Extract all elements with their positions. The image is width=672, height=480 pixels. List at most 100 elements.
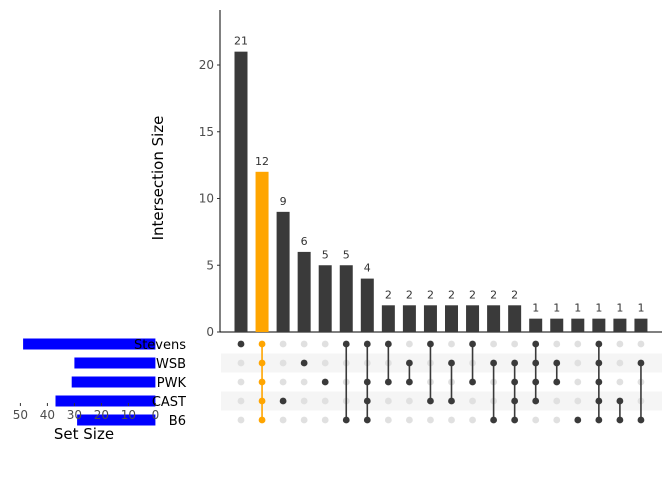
- intersection-bar-label: 5: [343, 248, 350, 261]
- matrix-dot-filled: [511, 359, 519, 367]
- matrix-dot-filled: [616, 397, 624, 405]
- matrix-dot-empty: [553, 416, 561, 424]
- set-size-tick-label: 30: [67, 408, 82, 422]
- matrix-dot-empty: [237, 397, 245, 405]
- matrix-dot-filled: [532, 378, 540, 386]
- set-name-label: B6: [169, 414, 186, 429]
- intersection-y-tick-label: 10: [199, 192, 214, 206]
- matrix-dot-empty: [384, 397, 392, 405]
- intersection-bar: [234, 51, 248, 333]
- set-size-bar: [55, 395, 156, 407]
- intersection-bar-label: 12: [255, 155, 269, 168]
- set-size-bar: [71, 376, 156, 388]
- matrix-dot-empty: [616, 340, 624, 348]
- matrix-dot-empty: [321, 340, 329, 348]
- matrix-dot-filled: [258, 397, 266, 405]
- matrix-dot-empty: [616, 359, 624, 367]
- matrix-dot-filled: [237, 340, 245, 348]
- intersection-y-tick-label: 20: [199, 58, 214, 72]
- intersection-bar-label: 1: [532, 302, 539, 315]
- intersection-bar-label: 1: [616, 302, 623, 315]
- matrix-dot-empty: [300, 340, 308, 348]
- matrix-dot-filled: [363, 340, 371, 348]
- matrix-dot-empty: [384, 416, 392, 424]
- intersection-bar: [466, 305, 480, 332]
- matrix-dot-empty: [574, 378, 582, 386]
- matrix-dot-filled: [342, 416, 350, 424]
- intersection-bar: [276, 211, 290, 332]
- matrix-dot-empty: [406, 340, 413, 348]
- matrix-dot-empty: [279, 416, 287, 424]
- matrix-dot-empty: [321, 397, 329, 405]
- matrix-dot-filled: [532, 359, 540, 367]
- intersection-bar-label: 2: [490, 288, 497, 301]
- matrix-dot-filled: [363, 397, 371, 405]
- matrix-dot-filled: [511, 416, 519, 424]
- matrix-dot-empty: [448, 416, 455, 424]
- set-size-bar: [77, 414, 156, 426]
- matrix-dot-filled: [511, 397, 519, 405]
- matrix-dot-empty: [469, 416, 476, 424]
- intersection-bar: [592, 318, 606, 332]
- matrix-dot-filled: [342, 340, 350, 348]
- matrix-dot-empty: [574, 340, 582, 348]
- intersection-bar: [318, 265, 332, 332]
- matrix-dot-filled: [406, 359, 413, 367]
- matrix-dot-filled: [532, 397, 540, 405]
- matrix-dot-empty: [637, 340, 645, 348]
- matrix-dot-filled: [258, 378, 266, 386]
- matrix-dot-filled: [384, 378, 392, 386]
- matrix-dot-empty: [406, 416, 413, 424]
- matrix-dot-filled: [511, 378, 519, 386]
- set-size-tick-label: 10: [121, 408, 136, 422]
- intersection-bar: [445, 305, 458, 332]
- intersection-bar: [381, 305, 395, 332]
- matrix-dot-empty: [300, 378, 308, 386]
- set-name-label: Stevens: [134, 338, 186, 353]
- matrix-dot-filled: [532, 340, 540, 348]
- intersection-bar: [339, 265, 353, 332]
- set-name-label: CAST: [152, 395, 186, 410]
- matrix-dot-filled: [258, 416, 266, 424]
- matrix-dot-filled: [448, 397, 455, 405]
- intersection-y-tick-label: 0: [206, 325, 214, 339]
- intersection-bar-label: 2: [511, 288, 518, 301]
- matrix-dot-filled: [321, 378, 329, 386]
- matrix-dot-filled: [427, 340, 434, 348]
- set-name-label: WSB: [156, 357, 186, 372]
- intersection-bar-label: 2: [469, 288, 476, 301]
- intersection-bar-label: 2: [427, 288, 434, 301]
- intersection-bar-label: 1: [595, 302, 602, 315]
- matrix-dot-filled: [490, 416, 497, 424]
- matrix-dot-empty: [553, 340, 561, 348]
- intersection-bar: [255, 171, 269, 332]
- matrix-dot-empty: [237, 416, 245, 424]
- intersection-bar-label: 1: [637, 302, 644, 315]
- matrix-dot-empty: [279, 359, 287, 367]
- matrix-dot-empty: [300, 416, 308, 424]
- matrix-dot-filled: [300, 359, 308, 367]
- matrix-dot-empty: [532, 416, 540, 424]
- intersection-bar: [487, 305, 501, 332]
- set-size-tick-label: 40: [40, 408, 55, 422]
- intersection-bar-label: 1: [553, 302, 560, 315]
- intersection-bar-label: 9: [280, 195, 287, 208]
- matrix-dot-filled: [595, 416, 603, 424]
- intersection-bar: [423, 305, 437, 332]
- intersection-bar-label: 21: [234, 35, 248, 48]
- intersection-bar-label: 1: [574, 302, 581, 315]
- matrix-dot-filled: [553, 378, 561, 386]
- intersection-axis-title: Intersection Size: [149, 116, 167, 241]
- matrix-dot-empty: [511, 340, 519, 348]
- matrix-dot-filled: [469, 378, 476, 386]
- intersection-bar: [297, 251, 311, 332]
- matrix-dot-filled: [363, 378, 371, 386]
- matrix-dot-filled: [553, 359, 561, 367]
- intersection-bar: [360, 278, 374, 332]
- matrix-dot-empty: [406, 397, 413, 405]
- matrix-dot-empty: [321, 416, 329, 424]
- matrix-dot-filled: [469, 340, 476, 348]
- matrix-dot-empty: [427, 416, 434, 424]
